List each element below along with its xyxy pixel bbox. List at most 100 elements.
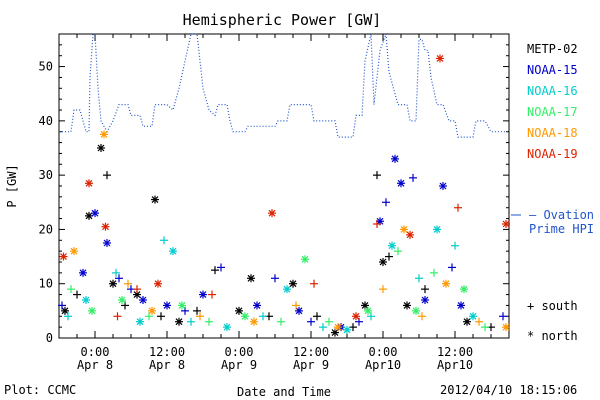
- data-point-noaa-16: [82, 296, 90, 304]
- y-tick-label: 30: [39, 168, 53, 182]
- marker-legend-entry: * north: [527, 329, 578, 343]
- x-tick-label-time: 12:00: [149, 345, 185, 359]
- data-point-noaa-17: [67, 285, 75, 294]
- y-axis-label: P [GW]: [5, 164, 19, 207]
- data-point-metp-02: [379, 258, 387, 266]
- x-tick-label-time: 12:00: [293, 345, 329, 359]
- data-point-noaa-19: [502, 220, 510, 228]
- data-point-metp-02: [211, 266, 219, 275]
- x-tick-label-time: 0:00: [369, 345, 398, 359]
- chart-title: Hemispheric Power [GW]: [183, 11, 382, 29]
- data-point-noaa-16: [469, 312, 477, 321]
- data-point-noaa-15: [397, 179, 405, 188]
- data-point-noaa-15: [457, 301, 465, 310]
- ovation-label-2: Prime HPI: [529, 222, 594, 236]
- data-point-noaa-17: [460, 285, 468, 294]
- x-tick-label-date: Apr10: [365, 358, 401, 372]
- data-point-noaa-19: [268, 209, 276, 218]
- y-tick-label: 40: [39, 114, 53, 128]
- data-point-noaa-16: [187, 317, 195, 326]
- data-point-noaa-15: [295, 306, 303, 315]
- data-point-noaa-16: [433, 225, 441, 234]
- data-point-noaa-18: [250, 317, 258, 326]
- data-point-noaa-16: [283, 285, 291, 294]
- data-point-noaa-18: [400, 225, 408, 234]
- ovation-line: [59, 33, 509, 138]
- data-point-noaa-19: [436, 54, 444, 63]
- data-point-noaa-15: [163, 301, 171, 310]
- footer-credit: Plot: CCMC: [4, 383, 77, 397]
- marker-legend: + south * north: [527, 299, 578, 343]
- data-point-metp-02: [349, 323, 357, 332]
- data-point-noaa-17: [430, 268, 438, 277]
- legend-entry: NOAA-19: [527, 147, 578, 161]
- data-points: [58, 54, 510, 337]
- footer-timestamp: 2012/04/10 18:15:06: [440, 383, 578, 397]
- data-point-noaa-17: [301, 255, 309, 264]
- ovation-label-1: — Ovation: [529, 208, 594, 222]
- legend-entry: NOAA-15: [527, 63, 578, 77]
- data-point-noaa-16: [259, 312, 267, 321]
- data-point-noaa-18: [124, 279, 132, 288]
- data-point-metp-02: [385, 252, 393, 261]
- data-point-metp-02: [61, 306, 69, 315]
- data-point-noaa-15: [58, 301, 66, 310]
- data-point-metp-02: [235, 306, 243, 315]
- data-point-noaa-18: [502, 323, 510, 332]
- data-point-noaa-17: [325, 317, 333, 326]
- data-point-noaa-15: [103, 239, 111, 247]
- data-point-metp-02: [289, 279, 297, 288]
- data-point-metp-02: [73, 290, 81, 299]
- data-point-noaa-16: [136, 317, 144, 326]
- data-point-metp-02: [463, 317, 471, 326]
- data-point-noaa-17: [88, 306, 96, 315]
- data-point-metp-02: [103, 171, 111, 180]
- y-tick-label: 50: [39, 60, 53, 74]
- data-point-noaa-19: [59, 252, 68, 261]
- data-point-noaa-17: [178, 301, 186, 310]
- data-point-metp-02: [97, 144, 105, 152]
- x-tick-label-date: Apr10: [437, 358, 473, 372]
- data-point-noaa-15: [271, 274, 279, 283]
- data-point-metp-02: [313, 312, 321, 321]
- data-point-noaa-19: [101, 222, 110, 231]
- marker-legend-entry: + south: [527, 299, 578, 313]
- x-tick-label-date: Apr 8: [149, 358, 185, 372]
- data-point-noaa-17: [241, 312, 249, 321]
- data-point-noaa-15: [421, 296, 429, 304]
- legend-entry: NOAA-17: [527, 105, 578, 119]
- data-point-noaa-15: [139, 296, 147, 304]
- data-point-noaa-15: [307, 317, 315, 326]
- data-point-metp-02: [247, 274, 255, 283]
- data-point-noaa-15: [382, 198, 390, 207]
- data-point-metp-02: [85, 211, 93, 220]
- data-point-metp-02: [193, 306, 201, 315]
- data-point-metp-02: [175, 317, 183, 326]
- data-point-metp-02: [403, 301, 411, 310]
- data-point-noaa-18: [475, 317, 483, 326]
- data-point-metp-02: [151, 195, 159, 204]
- data-point-noaa-16: [169, 247, 177, 256]
- x-tick-label-time: 0:00: [81, 345, 110, 359]
- data-point-metp-02: [109, 279, 117, 288]
- y-axis: 0 10 20 30 40 50: [39, 33, 509, 345]
- data-point-noaa-19: [208, 290, 216, 299]
- data-point-noaa-18: [148, 306, 156, 315]
- data-point-noaa-19: [406, 230, 414, 239]
- legend-entry: METP-02: [527, 42, 578, 56]
- data-point-noaa-19: [373, 220, 381, 228]
- data-point-noaa-19: [352, 312, 360, 321]
- y-tick-label: 0: [46, 331, 53, 345]
- data-point-noaa-16: [388, 241, 396, 250]
- data-point-noaa-15: [217, 263, 225, 272]
- x-tick-label-date: Apr 8: [77, 358, 113, 372]
- data-point-noaa-16: [112, 268, 120, 277]
- x-tick-label-date: Apr 9: [293, 358, 329, 372]
- data-point-noaa-16: [64, 312, 72, 321]
- data-point-noaa-18: [418, 312, 426, 321]
- data-point-noaa-17: [205, 317, 213, 326]
- data-point-noaa-16: [160, 236, 168, 245]
- data-point-noaa-18: [196, 312, 204, 321]
- data-point-noaa-19: [113, 312, 122, 321]
